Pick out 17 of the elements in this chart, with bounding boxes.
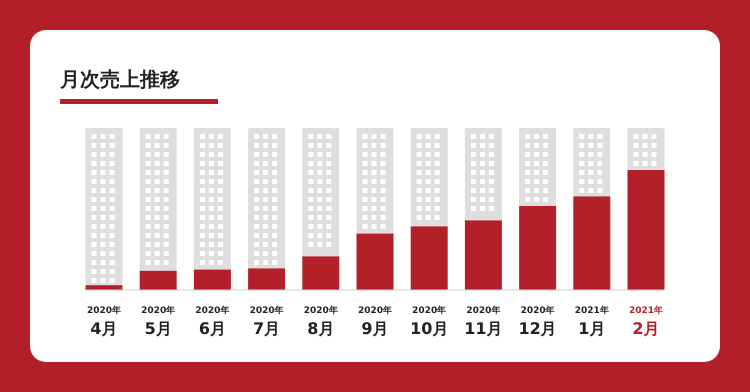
x-tick-label: 2020年 4月 (86, 305, 122, 338)
x-tick-label: 2020年 6月 (195, 305, 230, 338)
x-tick-label: 2020年 8月 (304, 305, 338, 338)
bar (194, 270, 231, 290)
x-tick-label: 2020年 12月 (518, 305, 557, 338)
x-tick-label: 2020年 10月 (410, 305, 448, 338)
bar (140, 270, 177, 290)
x-tick-label: 2021年 2月 (628, 305, 664, 338)
bar (302, 256, 340, 290)
x-tick-label: 2020年 5月 (141, 305, 176, 338)
x-tick-label: 2020年 9月 (358, 305, 392, 338)
x-tick-label: 2020年 11月 (464, 305, 503, 338)
x-tick-label: 2021年 1月 (574, 305, 609, 338)
chart-title: 月次売上推移 (59, 67, 180, 91)
bar (86, 285, 122, 290)
x-tick-label: 2020年 7月 (250, 305, 284, 338)
bar (248, 268, 286, 290)
